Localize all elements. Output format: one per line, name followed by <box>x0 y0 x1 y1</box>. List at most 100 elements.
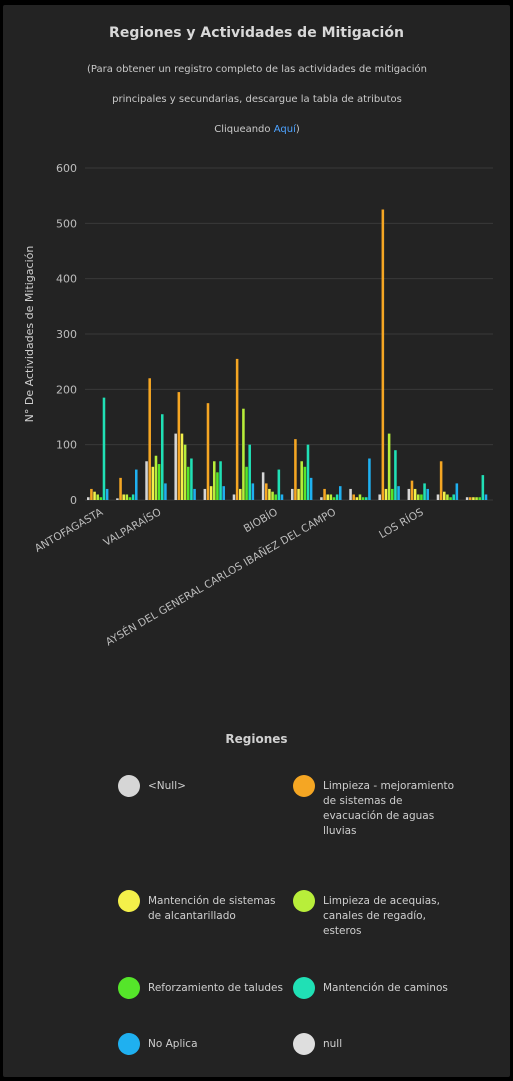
bar <box>439 461 443 500</box>
x-tick-label: ANTOFAGASTA <box>33 506 106 555</box>
bar <box>361 497 365 500</box>
bar <box>174 433 177 500</box>
download-link[interactable]: Aquí <box>273 124 296 135</box>
bar <box>122 494 125 500</box>
y-tick-label: 200 <box>56 383 77 396</box>
bar <box>268 488 271 500</box>
legend-item[interactable]: <Null> <box>118 775 283 797</box>
bar <box>219 461 222 500</box>
bar <box>291 488 294 500</box>
bar <box>128 497 132 500</box>
bar <box>426 488 429 500</box>
bar <box>251 483 255 500</box>
bar <box>478 497 481 500</box>
chart-subtitle: (Para obtener un registro completo de la… <box>17 55 497 145</box>
legend-item[interactable]: null <box>293 1033 458 1055</box>
bar <box>475 497 478 500</box>
bar <box>164 483 167 500</box>
bar <box>436 494 440 500</box>
bar <box>90 488 93 500</box>
y-tick-label: 100 <box>56 439 77 452</box>
bar <box>352 494 355 500</box>
bar <box>378 494 381 500</box>
legend-label: Limpieza de acequias, canales de regadío… <box>323 895 440 937</box>
subtitle-line-1: (Para obtener un registro completo de la… <box>86 64 427 75</box>
legend-item[interactable]: Reforzamiento de taludes <box>118 977 283 999</box>
bar <box>206 403 210 500</box>
legend-swatch <box>118 775 140 797</box>
subtitle-post: ) <box>295 124 300 135</box>
bar <box>452 494 455 500</box>
bar <box>329 494 333 500</box>
y-tick-label: 500 <box>56 217 77 230</box>
legend-item[interactable]: No Aplica <box>118 1033 283 1055</box>
bar <box>407 488 411 500</box>
bar <box>481 475 485 500</box>
bar <box>222 486 225 500</box>
bar <box>387 433 391 500</box>
bar <box>151 466 155 500</box>
bar <box>358 494 362 500</box>
legend-label: Mantención de caminos <box>323 982 448 994</box>
x-tick-label: LOS RÍOS <box>377 505 426 541</box>
legend-swatch <box>118 1033 140 1055</box>
bar <box>332 497 336 500</box>
bar <box>381 209 385 500</box>
bar <box>303 466 307 500</box>
bar <box>203 488 207 500</box>
bar <box>271 491 274 500</box>
bar <box>365 497 368 500</box>
bar <box>455 483 459 500</box>
bar <box>280 494 284 500</box>
bar <box>300 461 303 500</box>
legend-label: No Aplica <box>148 1038 198 1050</box>
bar <box>297 488 300 500</box>
bar <box>384 488 388 500</box>
legend-label: <Null> <box>148 780 186 792</box>
bar <box>261 472 265 500</box>
legend-item[interactable]: Mantención de caminos <box>293 977 458 999</box>
bar <box>239 488 242 500</box>
legend-swatch <box>118 977 140 999</box>
legend-item[interactable]: Limpieza - mejoramiento de sistemas de e… <box>293 775 458 839</box>
bar <box>187 466 190 500</box>
bar <box>245 466 248 500</box>
bar <box>87 497 90 500</box>
legend-label: null <box>323 1038 343 1050</box>
bar <box>306 444 310 500</box>
bar <box>446 494 449 500</box>
bar <box>320 497 323 500</box>
bar <box>368 458 371 500</box>
legend-item[interactable]: Mantención de sistemas de alcantarillado <box>118 890 283 924</box>
bar <box>161 414 164 500</box>
bar <box>131 494 135 500</box>
bar <box>391 488 394 500</box>
bar <box>339 486 342 500</box>
bar <box>157 464 161 500</box>
legend-label: Limpieza - mejoramiento de sistemas de e… <box>323 780 455 837</box>
subtitle-line-2: principales y secundarias, descargue la … <box>112 94 402 105</box>
bar <box>410 480 414 500</box>
bar <box>294 439 297 500</box>
legend-swatch <box>293 977 315 999</box>
bar <box>309 477 313 500</box>
bar <box>323 488 326 500</box>
bar <box>193 488 196 500</box>
legend-swatch <box>293 890 315 912</box>
bar <box>180 433 184 500</box>
legend-label: Reforzamiento de taludes <box>148 982 283 994</box>
bar <box>125 494 129 500</box>
bar <box>216 472 219 500</box>
bar <box>145 461 148 500</box>
bar <box>417 494 420 500</box>
bar <box>449 497 452 500</box>
bar <box>102 397 106 500</box>
legend-swatch <box>293 775 315 797</box>
legend-item[interactable]: Limpieza de acequias, canales de regadío… <box>293 890 458 939</box>
bar <box>349 488 352 500</box>
bar <box>213 461 216 500</box>
bar <box>355 497 359 500</box>
bar <box>248 444 251 500</box>
bar <box>116 498 119 500</box>
x-tick-label: BIOBÍO <box>241 505 280 535</box>
